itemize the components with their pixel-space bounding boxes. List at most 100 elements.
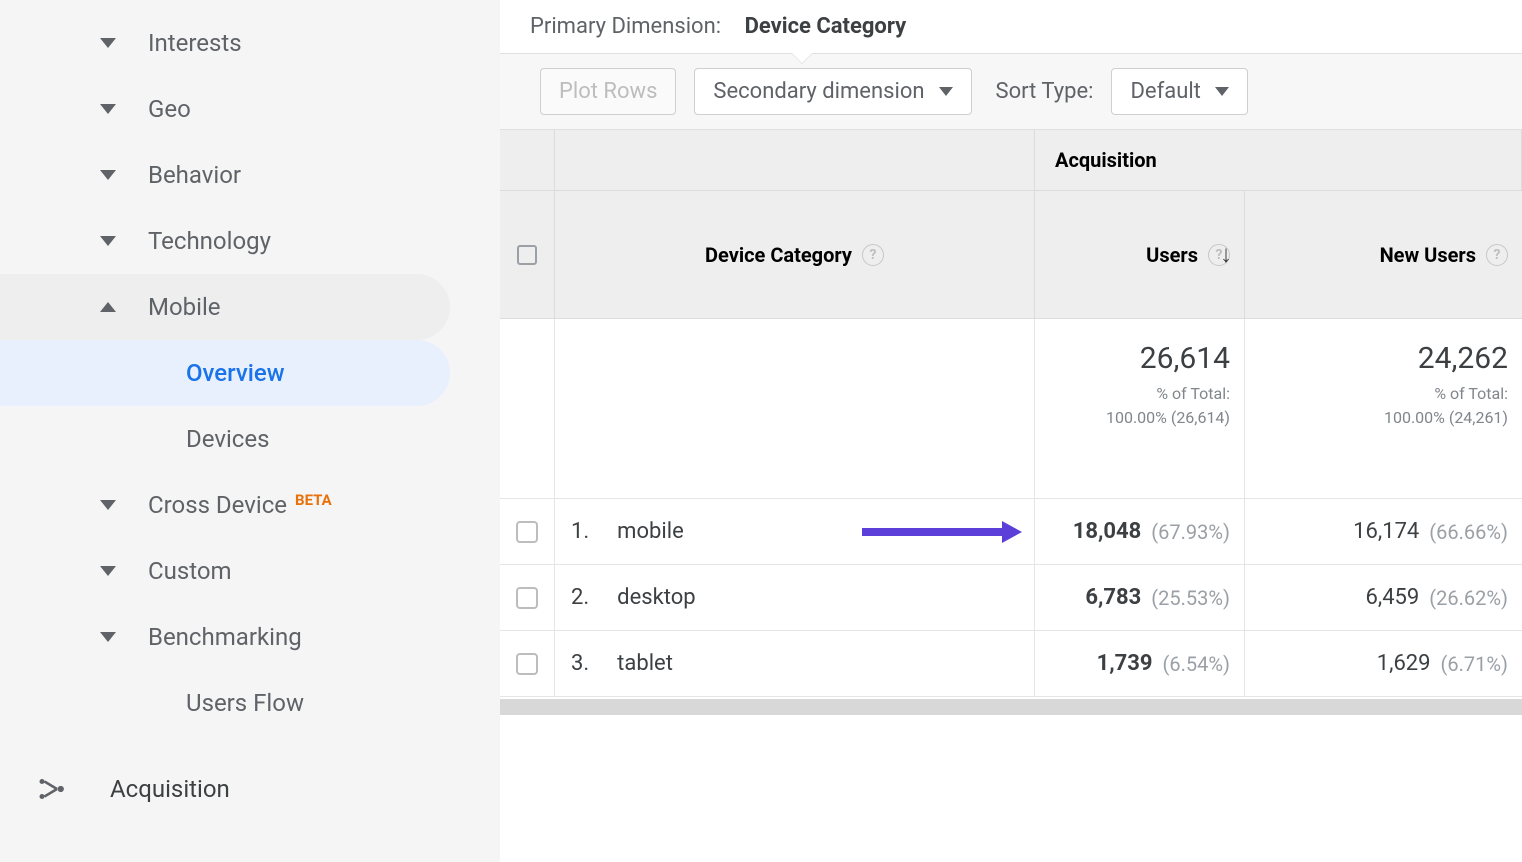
- sidebar-item-label: Cross DeviceBETA: [148, 491, 332, 519]
- chevron-down-icon: [100, 236, 116, 246]
- metric-percent: (6.54%): [1163, 652, 1230, 676]
- sidebar-item-custom[interactable]: Custom: [0, 538, 450, 604]
- dimension-value: tablet: [617, 651, 673, 676]
- plot-rows-button: Plot Rows: [540, 68, 676, 115]
- dimension-cell[interactable]: 2. desktop: [555, 565, 1035, 630]
- sort-type-label: Sort Type:: [996, 79, 1094, 104]
- chevron-down-icon: [100, 38, 116, 48]
- row-index: 2.: [571, 585, 589, 610]
- sidebar: Interests Geo Behavior Technology Mobile…: [0, 0, 500, 862]
- table-row: 1. mobile 18,048 (67.93%) 16,174 (66.66%): [500, 499, 1522, 565]
- help-icon[interactable]: ?: [862, 244, 884, 266]
- chevron-down-icon: [100, 566, 116, 576]
- chevron-up-icon: [100, 302, 116, 312]
- checkbox-icon: [516, 587, 538, 609]
- main-panel: Primary Dimension: Device Category Plot …: [500, 0, 1522, 862]
- chevron-down-icon: [100, 632, 116, 642]
- sidebar-item-label: Behavior: [148, 161, 241, 189]
- column-header-new-users[interactable]: New Users ?: [1245, 191, 1522, 318]
- chevron-down-icon: [100, 500, 116, 510]
- metric-users: 6,783 (25.53%): [1035, 565, 1245, 630]
- sidebar-item-label: Mobile: [148, 293, 221, 321]
- table-header-row: Device Category ? Users ? ↓ New Users ?: [500, 191, 1522, 319]
- sidebar-item-benchmarking[interactable]: Benchmarking: [0, 604, 450, 670]
- row-index: 3.: [571, 651, 589, 676]
- metric-users: 1,739 (6.54%): [1035, 631, 1245, 696]
- annotation-arrow-icon: [862, 519, 1022, 545]
- table-toolbar: Plot Rows Secondary dimension Sort Type:…: [500, 54, 1522, 130]
- sort-desc-icon: ↓: [1220, 240, 1232, 269]
- horizontal-scrollbar[interactable]: [500, 699, 1522, 715]
- checkbox-icon: [517, 245, 537, 265]
- metric-value: 6,783: [1085, 585, 1141, 610]
- metric-value: 1,739: [1097, 651, 1153, 676]
- sidebar-subitem-label: Overview: [186, 359, 285, 387]
- table-totals-row: 26,614 % of Total:100.00% (26,614) 24,26…: [500, 319, 1522, 499]
- sidebar-item-interests[interactable]: Interests: [0, 10, 450, 76]
- dimension-value: mobile: [617, 519, 684, 544]
- chevron-down-icon: [100, 104, 116, 114]
- dimension-value: desktop: [617, 585, 695, 610]
- row-index: 1.: [571, 519, 589, 544]
- row-checkbox-cell[interactable]: [500, 631, 555, 696]
- checkbox-icon: [516, 521, 538, 543]
- metric-percent: (67.93%): [1151, 520, 1230, 544]
- metric-percent: (66.66%): [1429, 520, 1508, 544]
- column-header-users[interactable]: Users ? ↓: [1035, 191, 1245, 318]
- sidebar-item-behavior[interactable]: Behavior: [0, 142, 450, 208]
- metric-new-users: 16,174 (66.66%): [1245, 499, 1522, 564]
- sort-type-dropdown[interactable]: Default: [1111, 68, 1247, 115]
- header-checkbox-cell: [500, 130, 555, 190]
- acquisition-icon: [30, 774, 74, 804]
- metric-percent: (26.62%): [1429, 586, 1508, 610]
- metric-value: 18,048: [1073, 519, 1142, 544]
- sidebar-item-label: Benchmarking: [148, 623, 302, 651]
- dimension-header-top: [555, 130, 1035, 190]
- sidebar-subitem-label: Devices: [186, 425, 269, 453]
- metric-value: 16,174: [1353, 519, 1419, 544]
- sidebar-subitem-overview[interactable]: Overview: [0, 340, 450, 406]
- dimension-column-header[interactable]: Device Category ?: [555, 191, 1035, 318]
- select-all-cell[interactable]: [500, 191, 555, 318]
- caret-down-icon: [1215, 87, 1229, 96]
- dimension-cell[interactable]: 1. mobile: [555, 499, 1035, 564]
- primary-dimension-bar: Primary Dimension: Device Category: [500, 0, 1522, 54]
- metric-percent: (25.53%): [1151, 586, 1230, 610]
- sidebar-item-label: Custom: [148, 557, 232, 585]
- table-header-group-row: Acquisition: [500, 130, 1522, 191]
- sidebar-subitem-devices[interactable]: Devices: [0, 406, 450, 472]
- dimension-cell[interactable]: 3. tablet: [555, 631, 1035, 696]
- sidebar-item-label: Users Flow: [186, 689, 304, 717]
- metric-value: 1,629: [1377, 651, 1431, 676]
- primary-dimension-label: Primary Dimension:: [530, 14, 721, 39]
- row-checkbox-cell[interactable]: [500, 499, 555, 564]
- table-row: 2. desktop 6,783 (25.53%) 6,459 (26.62%): [500, 565, 1522, 631]
- row-checkbox-cell[interactable]: [500, 565, 555, 630]
- secondary-dimension-dropdown[interactable]: Secondary dimension: [694, 68, 971, 115]
- metric-percent: (6.71%): [1441, 652, 1508, 676]
- sidebar-section-label: Acquisition: [110, 775, 230, 803]
- data-table: Acquisition Device Category ? Users ? ↓ …: [500, 130, 1522, 715]
- table-row: 3. tablet 1,739 (6.54%) 1,629 (6.71%): [500, 631, 1522, 697]
- sidebar-item-label: Technology: [148, 227, 271, 255]
- sidebar-item-cross-device[interactable]: Cross DeviceBETA: [0, 472, 450, 538]
- caret-down-icon: [939, 87, 953, 96]
- metric-users: 18,048 (67.93%): [1035, 499, 1245, 564]
- totals-users: 26,614 % of Total:100.00% (26,614): [1035, 319, 1245, 498]
- chevron-down-icon: [100, 170, 116, 180]
- checkbox-icon: [516, 653, 538, 675]
- primary-dimension-value[interactable]: Device Category: [745, 14, 907, 39]
- sidebar-item-mobile[interactable]: Mobile: [0, 274, 450, 340]
- sidebar-item-geo[interactable]: Geo: [0, 76, 450, 142]
- sidebar-item-label: Geo: [148, 95, 191, 123]
- metric-new-users: 6,459 (26.62%): [1245, 565, 1522, 630]
- column-group-acquisition: Acquisition: [1035, 130, 1522, 190]
- help-icon[interactable]: ?: [1486, 244, 1508, 266]
- sidebar-section-acquisition[interactable]: Acquisition: [0, 754, 500, 824]
- metric-value: 6,459: [1366, 585, 1420, 610]
- totals-new-users: 24,262 % of Total:100.00% (24,261): [1245, 319, 1522, 498]
- sidebar-item-users-flow[interactable]: Users Flow: [0, 670, 450, 736]
- metric-new-users: 1,629 (6.71%): [1245, 631, 1522, 696]
- sidebar-item-technology[interactable]: Technology: [0, 208, 450, 274]
- beta-badge: BETA: [295, 491, 332, 509]
